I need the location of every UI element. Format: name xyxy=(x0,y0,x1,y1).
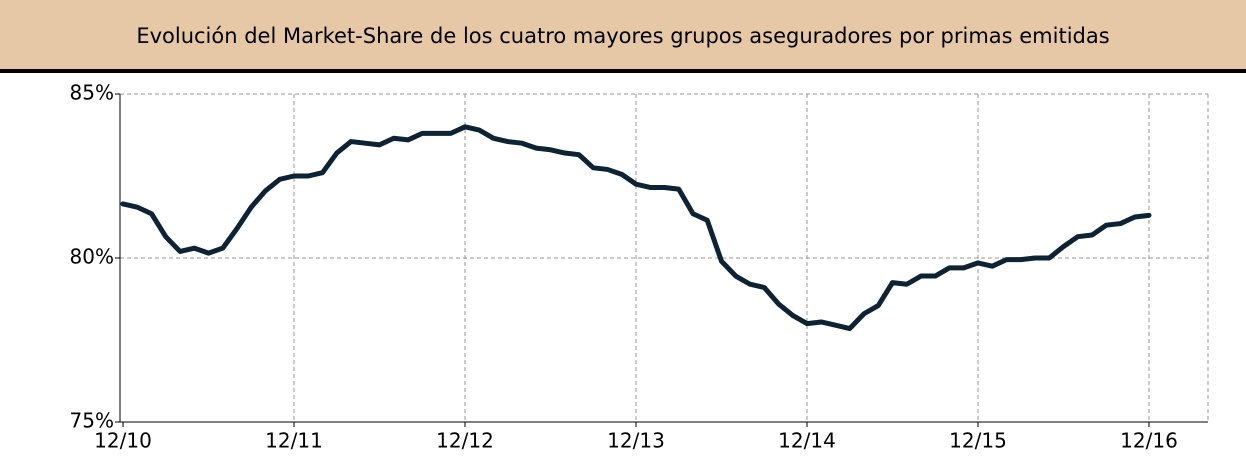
x-tick-label: 12/16 xyxy=(1120,429,1178,453)
x-tick-label: 12/11 xyxy=(265,429,323,453)
x-tick-label: 12/14 xyxy=(778,429,836,453)
y-tick-label: 75% xyxy=(70,409,114,433)
x-tick-label: 12/15 xyxy=(949,429,1007,453)
y-tick-label: 85% xyxy=(70,81,114,105)
x-tick-label: 12/13 xyxy=(607,429,665,453)
line-series xyxy=(120,124,1152,332)
x-tick-label: 12/10 xyxy=(94,429,152,453)
title-banner xyxy=(0,0,1246,70)
x-tick-label: 12/12 xyxy=(436,429,494,453)
chart-title: Evolución del Market-Share de los cuatro… xyxy=(136,24,1109,48)
y-tick-label: 80% xyxy=(70,245,114,269)
